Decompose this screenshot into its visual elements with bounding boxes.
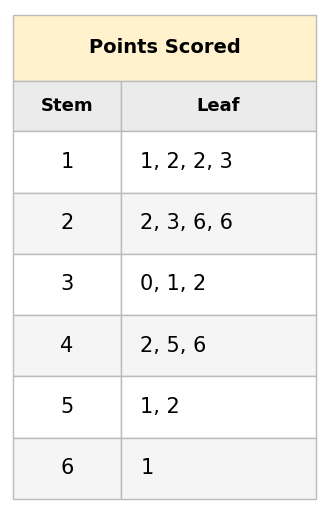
Bar [13,192,121,254]
Bar [13,80,121,131]
Bar [13,376,121,438]
Text: 2: 2 [60,213,73,233]
Bar [13,15,316,80]
Text: 2, 3, 6, 6: 2, 3, 6, 6 [140,213,233,233]
Bar [121,376,316,438]
Text: 4: 4 [60,336,73,356]
Text: 1: 1 [140,458,154,478]
Text: 0, 1, 2: 0, 1, 2 [140,274,207,294]
Bar [121,192,316,254]
Text: Leaf: Leaf [196,97,240,115]
Text: 1, 2, 2, 3: 1, 2, 2, 3 [140,152,233,172]
Bar [13,315,121,376]
Text: 3: 3 [60,274,73,294]
Bar [121,80,316,131]
Text: 5: 5 [60,397,73,417]
Text: 6: 6 [60,458,74,478]
Bar [13,438,121,499]
Text: Points Scored: Points Scored [89,38,240,58]
Bar [13,131,121,192]
Text: 1: 1 [60,152,73,172]
Text: Stem: Stem [40,97,93,115]
Bar [13,254,121,315]
Bar [121,315,316,376]
Bar [121,131,316,192]
Bar [121,438,316,499]
Text: 1, 2: 1, 2 [140,397,180,417]
Text: 2, 5, 6: 2, 5, 6 [140,336,207,356]
Bar [121,254,316,315]
